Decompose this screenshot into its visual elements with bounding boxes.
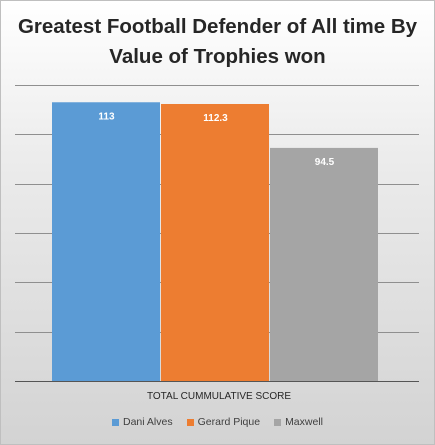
legend-item: Dani Alves bbox=[112, 416, 173, 428]
legend-item: Gerard Pique bbox=[186, 416, 261, 428]
data-label: 113 bbox=[98, 111, 115, 122]
x-axis-category-label: TOTAL CUMMULATIVE SCORE bbox=[147, 391, 291, 402]
legend-label: Maxwell bbox=[285, 416, 323, 428]
data-label: 94.5 bbox=[315, 157, 335, 168]
data-label: 112.3 bbox=[203, 113, 228, 124]
legend-label: Dani Alves bbox=[123, 416, 173, 428]
legend-item: Maxwell bbox=[274, 416, 323, 428]
legend-label: Gerard Pique bbox=[197, 416, 261, 428]
bar bbox=[270, 147, 378, 381]
legend-swatch bbox=[112, 418, 119, 426]
bar bbox=[52, 102, 160, 382]
chart-legend: Dani Alves Gerard Pique Maxwell bbox=[0, 416, 435, 428]
legend-swatch bbox=[186, 418, 194, 426]
chart-title: Greatest Football Defender of All time B… bbox=[17, 15, 418, 68]
legend-swatch bbox=[274, 418, 282, 426]
bar bbox=[161, 103, 269, 381]
